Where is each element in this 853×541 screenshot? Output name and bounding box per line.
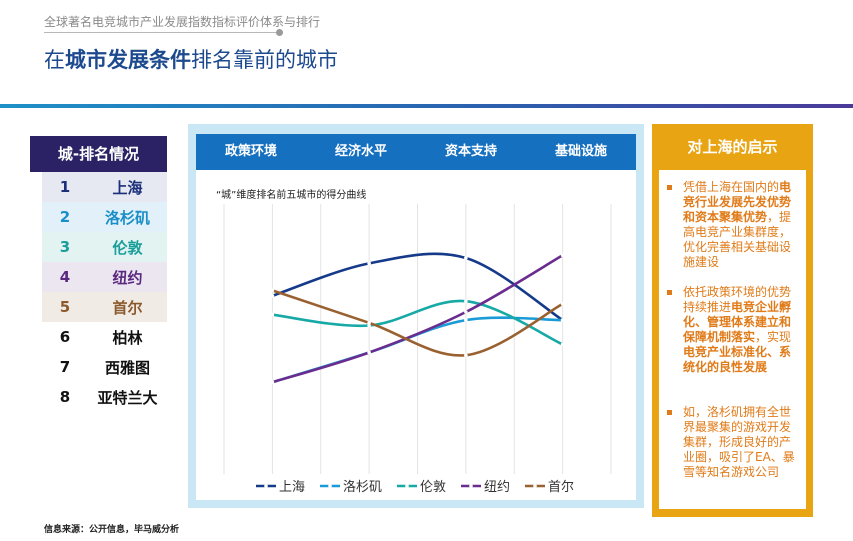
insight-text: 如，洛杉矶拥有全世界最聚集的游戏开发集群，形成良好的产业圈，吸引了EA、暴雪等知…: [683, 405, 801, 480]
title-post: 排名靠前的城市: [191, 48, 338, 72]
data-point: [367, 323, 371, 328]
chart-panel: 政策环境 经济水平 资本支持 基础设施 “城”维度排名前五城市的得分曲线 上海 洛…: [188, 124, 644, 508]
ranking-city: 上海: [112, 178, 143, 197]
ranking-row: 6 柏林: [42, 322, 167, 352]
title-pre: 在: [44, 48, 65, 72]
bullet-square-icon: [667, 185, 672, 190]
subtitle-divider: [44, 32, 280, 33]
header-subtitle: 全球著名电竞城市产业发展指数指标评价体系与排行: [44, 15, 321, 29]
ranking-city: 首尔: [112, 298, 143, 317]
legend-marker: [264, 484, 268, 488]
insight-item: 如，洛杉矶拥有全世界最聚集的游戏开发集群，形成良好的产业圈，吸引了EA、暴雪等知…: [667, 405, 801, 480]
title-bold: 城市发展条件: [65, 48, 191, 72]
series-line: [271, 252, 564, 322]
series-line: [271, 289, 564, 357]
insight-1-pre: 凭借上海在国内的: [683, 180, 780, 194]
ranking-city: 亚特兰大: [97, 388, 158, 407]
ranking-number: 1: [59, 178, 71, 196]
insight-text: 依托政策环境的优势持续推进电竞企业孵化、管理体系建立和保障机制落实，实现电竞产业…: [683, 285, 801, 375]
ranking-row: 3 伦敦: [42, 232, 167, 262]
data-point: [560, 302, 565, 306]
ranking-city: 纽约: [112, 268, 143, 287]
data-point: [464, 256, 468, 260]
ranking-list: 1 上海 2 洛杉矶 3 伦敦 4 纽约 5 首尔 6 柏林 7 西雅图 8 亚特兰大: [42, 172, 167, 412]
dimension-tab-bar: 政策环境 经济水平 资本支持 基础设施: [196, 134, 636, 170]
insights-body: 凭借上海在国内的电竞行业发展先发优势和资本聚集优势，提高电竞产业集群度，优化完善…: [659, 170, 806, 509]
insight-1-bold: 电竞行业发展先发优势和资本聚集优势: [683, 180, 792, 224]
insight-2-bold2: 电竞产业标准化、系统化的良性发展: [683, 345, 792, 374]
insights-panel: 对上海的启示 凭借上海在国内的电竞行业发展先发优势和资本聚集优势，提高电竞产业集…: [652, 124, 813, 517]
tab-economy: 经济水平: [334, 144, 387, 159]
ranking-row: 7 西雅图: [42, 352, 167, 382]
series-line: [271, 254, 564, 384]
ranking-city: 柏林: [112, 328, 143, 347]
data-point: [560, 253, 565, 258]
data-point: [464, 318, 468, 322]
legend-marker: [469, 484, 473, 488]
ranking-row: 1 上海: [42, 172, 167, 202]
legend-label: 上海: [279, 480, 305, 495]
insight-text: 凭借上海在国内的电竞行业发展先发优势和资本聚集优势，提高电竞产业集群度，优化完善…: [683, 180, 801, 270]
data-point: [464, 310, 468, 314]
tab-policy: 政策环境: [224, 144, 277, 159]
legend-label: 首尔: [548, 480, 574, 495]
insight-2-bold: 电竞企业孵化、管理体系建立和保障机制落实: [683, 300, 792, 344]
legend-label: 伦敦: [420, 479, 446, 495]
page-title: 在城市发展条件排名靠前的城市: [44, 44, 338, 74]
legend-label: 洛杉矶: [343, 480, 382, 495]
chart-inner: 政策环境 经济水平 资本支持 基础设施 “城”维度排名前五城市的得分曲线 上海 洛…: [196, 134, 636, 500]
insight-1-post: ，提高电竞产业集群度，优化完善相关基础设施建设: [683, 210, 792, 269]
ranking-row: 2 洛杉矶: [42, 202, 167, 232]
ranking-row: 4 纽约: [42, 262, 167, 292]
chart-title: “城”维度排名前五城市的得分曲线: [216, 190, 367, 201]
ranking-number: 8: [59, 388, 71, 406]
ranking-number: 7: [59, 358, 71, 376]
data-point: [560, 342, 565, 347]
data-point: [270, 288, 275, 293]
insight-item: 凭借上海在国内的电竞行业发展先发优势和资本聚集优势，提高电竞产业集群度，优化完善…: [667, 180, 801, 270]
ranking-number: 5: [59, 298, 71, 316]
legend-marker: [533, 484, 537, 488]
ranking-heading: 城-排名情况: [30, 136, 167, 172]
data-point: [464, 353, 468, 357]
tab-infrastructure: 基础设施: [554, 144, 607, 159]
ranking-row: 5 首尔: [42, 292, 167, 322]
bullet-square-icon: [667, 290, 672, 295]
insight-2-mid: ，实现: [755, 330, 792, 344]
data-point: [367, 321, 371, 325]
insight-2-pre: 依托政策环境的优势持续推进: [683, 285, 792, 314]
ranking-number: 6: [59, 328, 71, 346]
insight-3-pre: 如，洛杉矶拥有全世界最聚集的游戏开发集群，形成良好的产业圈，吸引了EA、暴雪等知…: [683, 405, 795, 479]
data-point: [270, 294, 275, 298]
ranking-number: 2: [59, 208, 71, 226]
data-point: [270, 380, 275, 384]
legend-marker: [328, 484, 332, 488]
series-line: [272, 299, 564, 346]
data-point: [464, 299, 468, 303]
source-note: 信息来源：公开信息，毕马威分析: [44, 525, 180, 535]
header-gradient-bar: [0, 104, 853, 108]
ranking-city: 伦敦: [112, 238, 143, 257]
data-point: [560, 318, 565, 322]
insight-item: 依托政策环境的优势持续推进电竞企业孵化、管理体系建立和保障机制落实，实现电竞产业…: [667, 285, 801, 375]
data-point: [270, 312, 275, 317]
bullet-square-icon: [667, 410, 672, 415]
ranking-number: 4: [59, 268, 71, 286]
line-chart: 上海 洛杉矶 伦敦 纽约 首尔: [223, 204, 612, 495]
tab-capital: 资本支持: [444, 144, 497, 159]
ranking-number: 3: [59, 238, 71, 256]
insights-heading: 对上海的启示: [687, 138, 778, 156]
legend-marker: [405, 484, 409, 488]
ranking-city: 西雅图: [104, 358, 150, 377]
data-point: [367, 261, 371, 266]
ranking-row: 8 亚特兰大: [42, 382, 167, 412]
legend-label: 纽约: [484, 480, 510, 495]
subtitle-dot: [276, 29, 283, 36]
data-point: [367, 350, 371, 355]
ranking-city: 洛杉矶: [104, 208, 150, 227]
